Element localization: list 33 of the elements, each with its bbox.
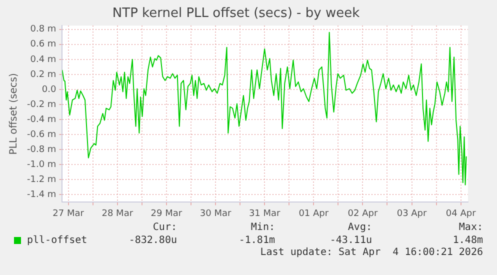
y-tick-label: 0.8 m [30, 24, 56, 35]
x-tick-label: 28 Mar [102, 208, 134, 219]
y-tick-label: 0.0 [42, 84, 56, 95]
x-tick-label: 31 Mar [248, 208, 281, 219]
text: -43.11u [330, 235, 372, 246]
chart-title: NTP kernel PLL offset (secs) - by week [112, 6, 360, 22]
x-tick-label: 30 Mar [200, 208, 232, 219]
y-tick-label: -0.8 m [26, 144, 56, 155]
y-tick-label: -0.2 m [26, 100, 56, 110]
y-tick-label: -0.6 m [26, 130, 56, 140]
text: Min: [250, 222, 275, 233]
text: -1.81m [238, 235, 275, 246]
text: -832.80u [128, 235, 177, 246]
y-tick-label: 0.6 m [30, 40, 56, 50]
text: Max: [458, 222, 483, 233]
y-tick-label: -1.0 m [26, 160, 56, 170]
x-tick-label: 04 Apr [446, 208, 476, 219]
x-tick-label: 02 Apr [348, 208, 378, 219]
x-tick-label: 03 Apr [396, 208, 428, 219]
x-tick-label: 01 Apr [298, 208, 329, 219]
text: Last update: Sat Apr 4 16:00:21 2026 [260, 247, 483, 258]
y-tick-label: -0.4 m [26, 114, 56, 125]
y-tick-label: -1.4 m [26, 190, 56, 200]
text: Cur: [152, 222, 177, 233]
x-tick-label: 27 Mar [52, 208, 84, 219]
x-tick-label: 29 Mar [150, 208, 182, 219]
y-tick-label: 0.2 m [30, 70, 56, 80]
y-tick-label: 0.4 m [30, 54, 56, 65]
text: Avg: [348, 222, 372, 233]
legend-label: pll-offset [27, 235, 88, 246]
y-axis-title: PLL offset (secs) [8, 72, 20, 155]
y-tick-label: -1.2 m [26, 175, 56, 185]
text: 1.48m [452, 235, 483, 246]
